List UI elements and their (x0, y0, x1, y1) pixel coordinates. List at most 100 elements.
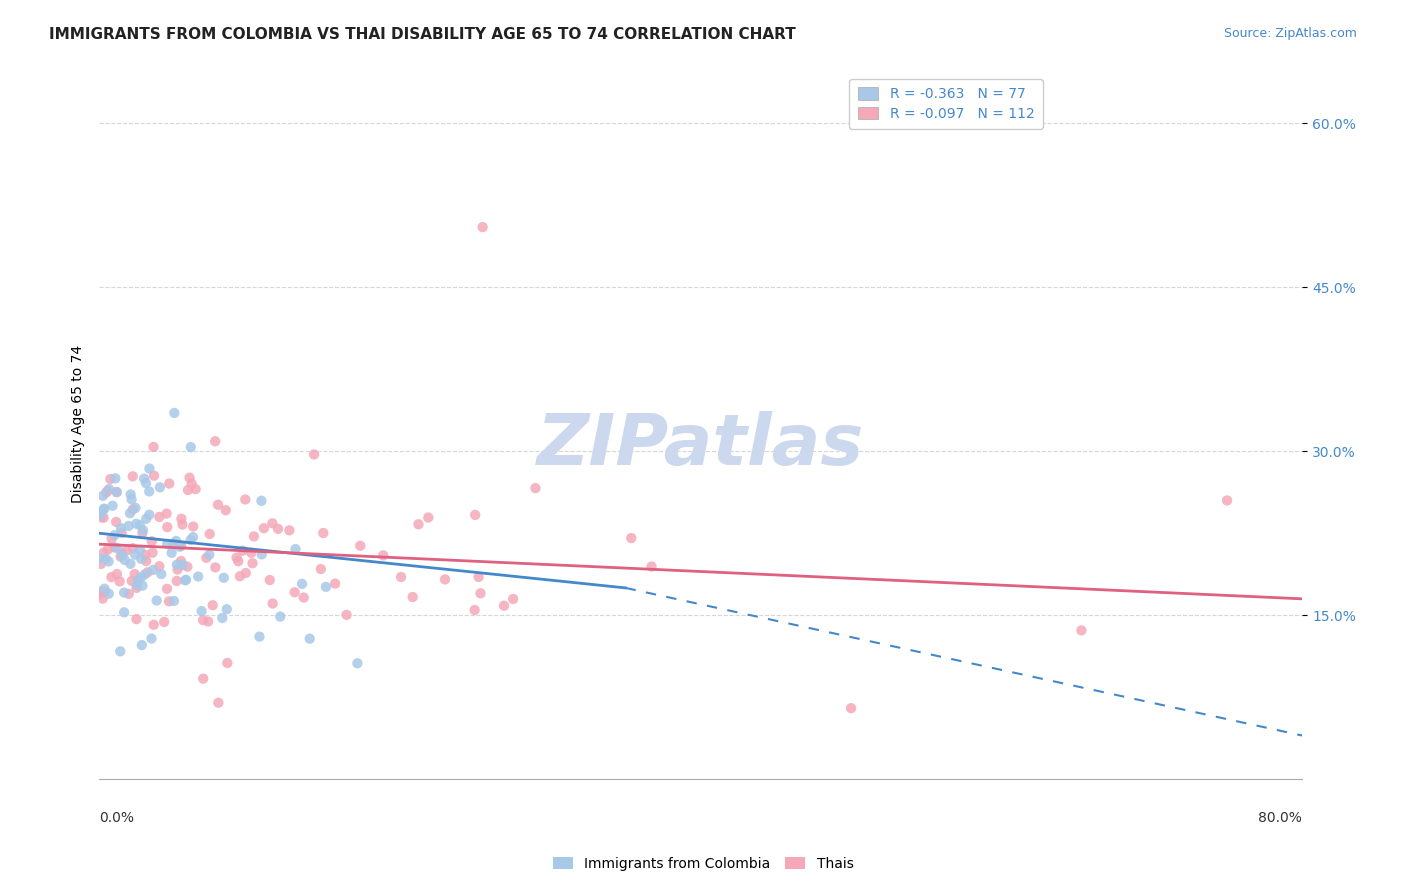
Point (278, 524, 301, 538)
Point (120, 557, 142, 571)
Point (138, 508, 160, 522)
Point (124, 500, 146, 515)
Point (226, 554, 249, 568)
Point (262, 597, 284, 611)
Point (93, 545, 115, 559)
Point (302, 447, 325, 461)
Point (118, 587, 141, 601)
Point (129, 518, 152, 533)
Point (291, 577, 314, 591)
Point (90, 510, 112, 524)
Point (112, 585, 135, 599)
Point (135, 554, 157, 568)
Legend: Immigrants from Colombia, Thais: Immigrants from Colombia, Thais (547, 851, 859, 876)
Point (98, 472, 121, 486)
Point (149, 480, 172, 494)
Point (267, 522, 290, 536)
Point (156, 582, 179, 596)
Point (197, 615, 219, 629)
Point (110, 549, 132, 564)
Point (471, 220, 494, 235)
Point (93, 510, 115, 524)
Point (90, 508, 112, 522)
Point (89, 585, 111, 599)
Point (141, 632, 163, 646)
Point (105, 485, 128, 500)
Point (193, 672, 215, 686)
Point (142, 617, 165, 632)
Point (242, 556, 264, 570)
Point (100, 532, 122, 546)
Point (111, 546, 134, 560)
Point (235, 566, 257, 580)
Point (135, 512, 157, 526)
Point (336, 607, 359, 622)
Point (163, 594, 186, 608)
Point (212, 571, 235, 585)
Point (93, 582, 115, 596)
Point (620, 531, 643, 545)
Point (120, 487, 142, 501)
Point (179, 470, 201, 484)
Point (91, 591, 114, 606)
Point (143, 468, 166, 483)
Point (136, 566, 159, 580)
Point (157, 476, 180, 491)
Point (142, 440, 165, 454)
Point (191, 613, 214, 627)
Point (470, 586, 492, 600)
Point (138, 484, 160, 499)
Text: 0.0%: 0.0% (100, 811, 134, 825)
Point (124, 548, 146, 562)
Point (93, 502, 115, 516)
Point (121, 574, 143, 588)
Point (640, 559, 662, 574)
Point (97, 554, 120, 568)
Point (111, 525, 134, 540)
Point (132, 523, 155, 537)
Point (401, 590, 423, 604)
Point (174, 573, 197, 587)
Point (166, 563, 188, 577)
Point (104, 471, 127, 485)
Point (105, 515, 128, 529)
Point (215, 503, 238, 517)
Point (169, 540, 191, 554)
Point (298, 632, 321, 646)
Point (110, 521, 132, 535)
Point (211, 611, 233, 625)
Point (141, 534, 163, 549)
Point (117, 519, 139, 533)
Point (138, 461, 160, 475)
Point (181, 519, 204, 533)
Point (198, 548, 221, 562)
Point (160, 546, 183, 560)
Point (207, 498, 229, 512)
Point (163, 406, 186, 420)
Point (148, 559, 170, 574)
Point (181, 530, 204, 544)
Point (180, 533, 202, 547)
Text: ZIPatlas: ZIPatlas (537, 410, 865, 480)
Point (91, 489, 114, 503)
Point (240, 546, 263, 560)
Point (225, 550, 247, 565)
Point (418, 510, 440, 524)
Point (269, 609, 291, 624)
Point (121, 502, 143, 516)
Point (346, 657, 368, 671)
Point (195, 550, 218, 565)
Point (166, 574, 188, 588)
Point (134, 567, 156, 582)
Point (129, 552, 152, 566)
Point (134, 472, 156, 486)
Point (121, 492, 143, 507)
Point (215, 602, 238, 616)
Point (172, 517, 194, 532)
Point (177, 483, 200, 497)
Point (100, 570, 122, 584)
Point (94, 585, 117, 599)
Point (170, 554, 193, 568)
Point (190, 604, 212, 618)
Point (125, 612, 148, 626)
